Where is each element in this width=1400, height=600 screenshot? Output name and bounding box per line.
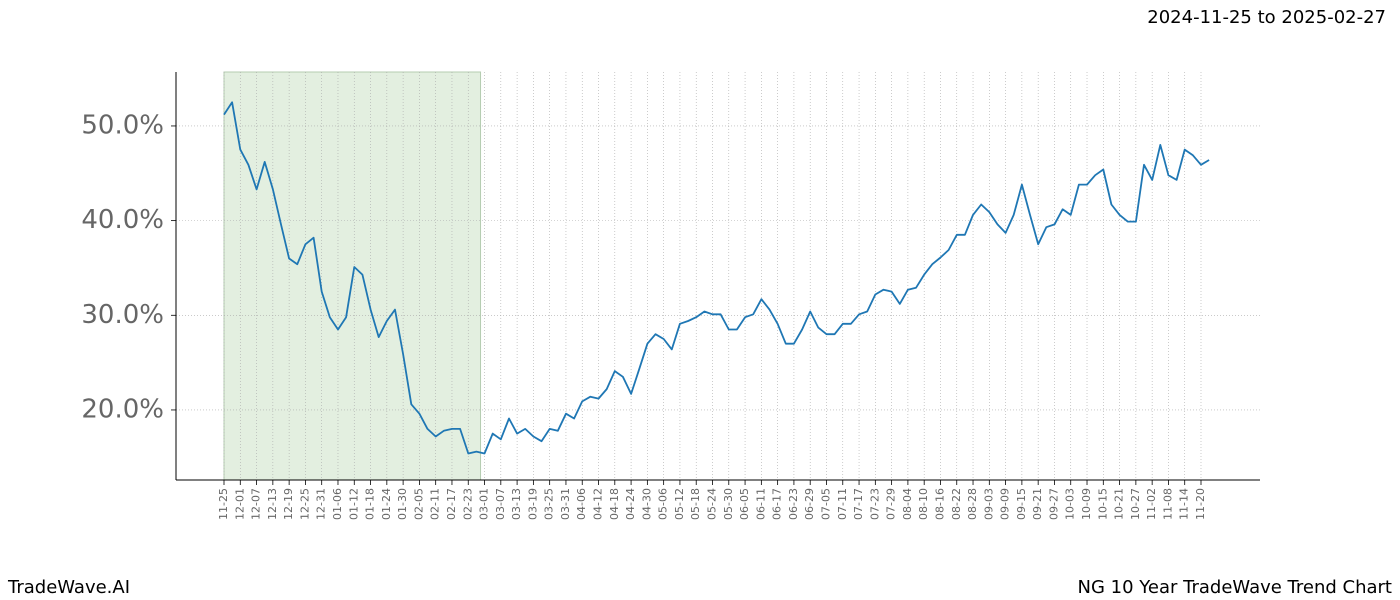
x-tick-label: 04-06	[575, 488, 588, 520]
y-tick-label: 30.0%	[81, 300, 164, 330]
x-tick-label: 07-17	[852, 488, 865, 520]
x-tick-label: 02-11	[429, 488, 442, 520]
x-tick-label: 03-13	[510, 488, 523, 520]
x-tick-label: 06-17	[771, 488, 784, 520]
x-tick-label: 04-24	[624, 488, 637, 520]
x-tick-label: 08-04	[901, 488, 914, 520]
x-tick-label: 08-10	[917, 488, 930, 520]
x-tick-label: 12-19	[282, 488, 295, 520]
x-tick-label: 05-24	[706, 488, 719, 520]
x-tick-label: 05-18	[689, 488, 702, 520]
x-tick-label: 12-01	[233, 488, 246, 520]
x-tick-label: 03-07	[494, 488, 507, 520]
x-tick-label: 08-22	[950, 488, 963, 520]
x-tick-label: 01-30	[396, 488, 409, 520]
x-tick-label: 10-27	[1129, 488, 1142, 520]
x-tick-label: 07-23	[868, 488, 881, 520]
x-tick-label: 04-12	[592, 488, 605, 520]
x-tick-label: 09-03	[982, 488, 995, 520]
y-tick-label: 50.0%	[81, 110, 164, 140]
x-tick-label: 02-17	[445, 488, 458, 520]
y-tick-label: 20.0%	[81, 394, 164, 424]
x-tick-label: 09-09	[999, 488, 1012, 520]
x-tick-label: 11-02	[1145, 488, 1158, 520]
brand: TradeWave.AI	[7, 577, 130, 598]
x-tick-label: 04-18	[608, 488, 621, 520]
x-tick-label: 09-21	[1031, 488, 1044, 520]
x-tick-label: 07-29	[885, 488, 898, 520]
series-line	[223, 101, 1210, 455]
x-tick-label: 05-06	[657, 488, 670, 520]
x-tick-label: 03-19	[526, 488, 539, 520]
x-tick-label: 12-31	[315, 488, 328, 520]
x-tick-label: 01-18	[364, 488, 377, 520]
caption: NG 10 Year TradeWave Trend Chart	[1078, 577, 1392, 598]
x-tick-label: 12-13	[266, 488, 279, 520]
x-tick-label: 01-24	[380, 488, 393, 520]
x-tick-label: 07-05	[819, 488, 832, 520]
x-tick-label: 03-01	[478, 488, 491, 520]
x-tick-label: 01-12	[347, 488, 360, 520]
x-tick-label: 08-28	[966, 488, 979, 520]
chart-title: 2024-11-25 to 2025-02-27	[1147, 7, 1386, 28]
x-tick-label: 11-08	[1161, 488, 1174, 520]
x-tick-label: 06-11	[754, 488, 767, 520]
x-tick-label: 10-03	[1064, 488, 1077, 520]
x-tick-label: 01-06	[331, 488, 344, 520]
x-tick-label: 05-12	[673, 488, 686, 520]
x-tick-label: 12-25	[298, 488, 311, 520]
x-tick-label: 09-27	[1047, 488, 1060, 520]
x-tick-label: 11-20	[1194, 488, 1207, 520]
x-tick-label: 10-09	[1080, 488, 1093, 520]
x-tick-label: 10-15	[1096, 488, 1109, 520]
x-tick-label: 06-29	[803, 488, 816, 520]
x-tick-label: 02-23	[461, 488, 474, 520]
x-tick-label: 03-31	[559, 488, 572, 520]
x-tick-label: 09-15	[1015, 488, 1028, 520]
x-tick-label: 02-05	[412, 488, 425, 520]
x-tick-label: 11-25	[217, 488, 230, 520]
x-tick-label: 11-14	[1178, 488, 1191, 520]
x-tick-label: 04-30	[640, 488, 653, 520]
x-tick-label: 10-21	[1113, 488, 1126, 520]
x-tick-label: 03-25	[543, 488, 556, 520]
x-tick-label: 05-30	[722, 488, 735, 520]
x-tick-label: 12-07	[250, 488, 263, 520]
x-tick-label: 08-16	[933, 488, 946, 520]
x-tick-label: 06-05	[738, 488, 751, 520]
x-tick-label: 07-11	[836, 488, 849, 520]
y-tick-label: 40.0%	[81, 205, 164, 235]
x-tick-label: 06-23	[787, 488, 800, 520]
